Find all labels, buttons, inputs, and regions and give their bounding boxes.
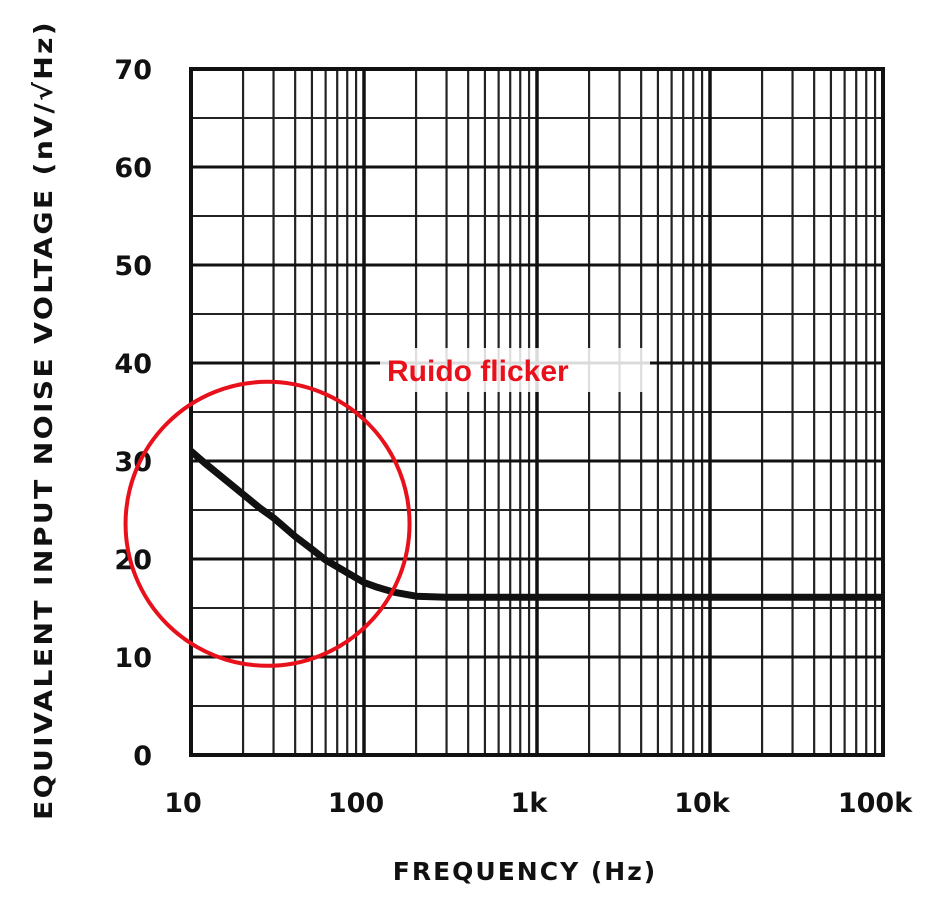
y-tick-label: 0 xyxy=(133,741,152,772)
flicker-highlight-circle xyxy=(123,379,412,668)
x-tick-labels: 10 100 1k 10k 100k xyxy=(164,788,913,819)
y-tick-label: 70 xyxy=(114,55,152,86)
y-tick-label: 40 xyxy=(114,349,152,380)
annotation-label-background xyxy=(380,348,650,392)
x-tick-label: 10k xyxy=(674,788,731,819)
x-tick-label: 100 xyxy=(328,788,384,819)
y-axis-title: EQUIVALENT INPUT NOISE VOLTAGE (nV/√Hz) xyxy=(29,20,58,820)
y-tick-label: 60 xyxy=(114,153,152,184)
annotation-layer: Ruido flicker xyxy=(123,348,650,668)
noise-curve xyxy=(188,448,883,601)
x-tick-label: 1k xyxy=(511,788,549,819)
series-layer xyxy=(188,448,883,601)
annotation-label: Ruido flicker xyxy=(387,355,569,388)
x-tick-label: 10 xyxy=(164,788,202,819)
x-axis-title: FREQUENCY (Hz) xyxy=(393,857,657,886)
y-tick-label: 50 xyxy=(114,251,152,282)
y-tick-label: 10 xyxy=(114,643,152,674)
minor-grid xyxy=(191,69,883,755)
x-tick-label: 100k xyxy=(838,788,913,819)
plot-frame xyxy=(189,67,885,757)
